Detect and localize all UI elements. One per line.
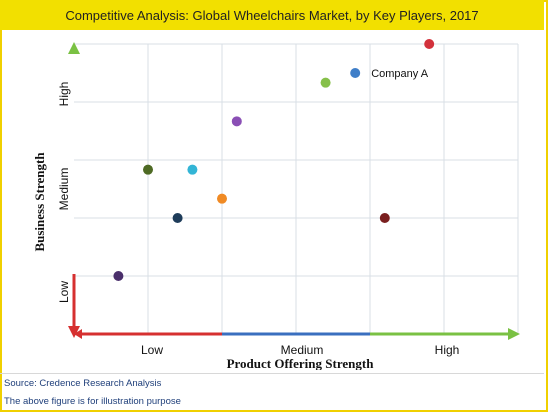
axes	[68, 42, 520, 340]
scatter-point	[113, 271, 124, 281]
gridlines	[74, 43, 519, 334]
scatter-chart: Low Medium High Low Medium High Company A Pro…	[32, 39, 520, 370]
tick-labels: Low Medium High Low Medium High	[57, 82, 459, 357]
scatter-point	[424, 39, 435, 49]
y-axis-label: Business Strength	[32, 152, 47, 252]
x-tick-label: Low	[141, 343, 163, 357]
scatter-point	[217, 193, 227, 204]
y-tick-label: Low	[57, 281, 71, 303]
data-points: Company A	[113, 39, 435, 281]
scatter-point	[143, 164, 153, 175]
footer-divider	[0, 373, 544, 374]
scatter-point	[350, 68, 361, 78]
scatter-point	[231, 116, 242, 127]
disclaimer-note: The above figure is for illustration pur…	[4, 396, 181, 407]
scatter-point	[379, 213, 390, 223]
x-axis-arrow-left	[74, 329, 82, 339]
scatter-point	[187, 164, 198, 175]
title-bar: Competitive Analysis: Global Wheelchairs…	[0, 0, 544, 30]
y-tick-label: Medium	[57, 168, 71, 211]
chart-title: Competitive Analysis: Global Wheelchairs…	[65, 7, 479, 23]
x-tick-label: High	[435, 343, 460, 357]
x-tick-label: Medium	[281, 343, 324, 357]
y-tick-label: High	[57, 82, 71, 107]
x-axis-label: Product Offering Strength	[227, 356, 375, 370]
scatter-point	[320, 77, 331, 88]
scatter-point	[172, 213, 183, 223]
point-label: Company A	[371, 68, 429, 80]
source-note: Source: Credence Research Analysis	[4, 378, 162, 389]
